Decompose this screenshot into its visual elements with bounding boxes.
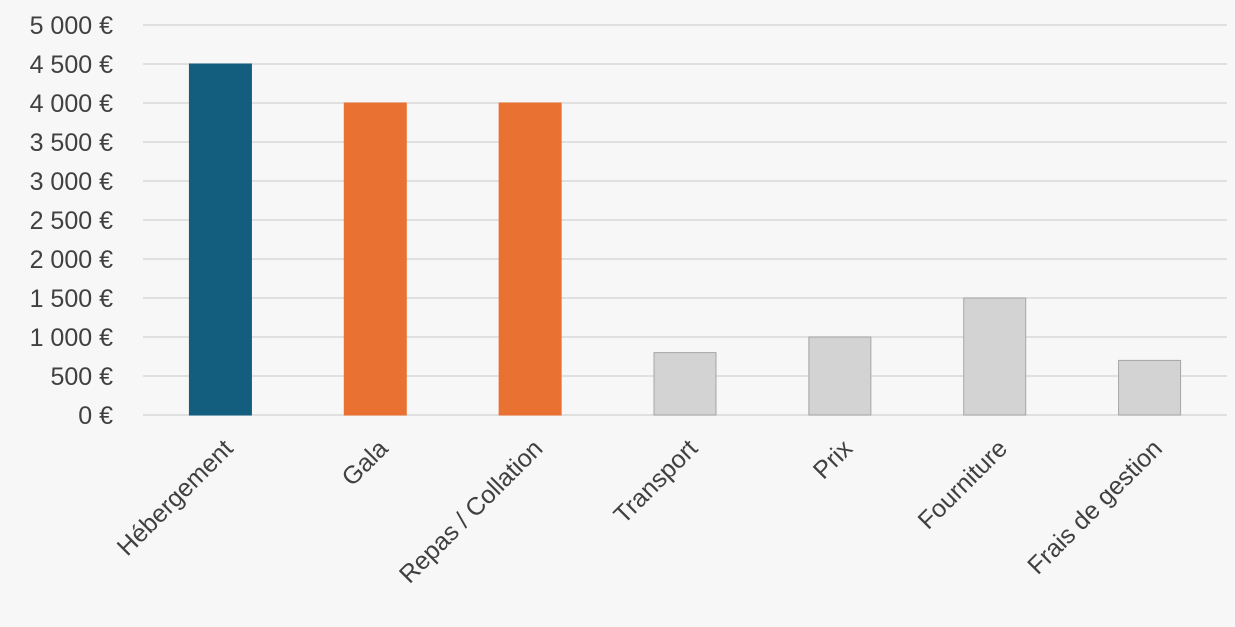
x-category-label: Prix <box>808 434 859 485</box>
y-tick-label: 3 500 € <box>30 129 114 157</box>
x-category-label: Gala <box>336 434 393 491</box>
y-tick-label: 500 € <box>50 363 113 391</box>
y-tick-label: 4 000 € <box>30 90 114 118</box>
y-tick-label: 5 000 € <box>30 12 114 40</box>
y-tick-label: 1 000 € <box>30 324 114 352</box>
y-tick-label: 4 500 € <box>30 51 114 79</box>
x-category-label: Hébergement <box>112 434 239 561</box>
x-category-label: Transport <box>608 434 703 529</box>
bars <box>188 63 1182 416</box>
y-tick-label: 3 000 € <box>30 168 114 196</box>
x-category-label: Frais de gestion <box>1022 434 1168 580</box>
x-category-label: Repas / Collation <box>394 434 548 588</box>
gridlines <box>143 24 1227 416</box>
x-category-label: Fourniture <box>913 434 1013 534</box>
bar <box>343 102 407 416</box>
bar <box>653 352 717 416</box>
bar <box>1118 359 1182 416</box>
y-tick-label: 2 000 € <box>30 246 114 274</box>
y-axis-tick-labels: 0 € 500 € 1 000 € 1 500 € 2 000 € 2 500 € 3 00… <box>30 12 114 430</box>
bar <box>188 63 252 416</box>
bar <box>498 102 562 416</box>
x-axis-category-labels: Hébergement Gala Repas / Collation Transpor… <box>112 434 1168 589</box>
y-tick-label: 0 € <box>78 402 113 430</box>
bar <box>963 297 1027 416</box>
y-tick-label: 1 500 € <box>30 285 114 313</box>
y-tick-label: 2 500 € <box>30 207 114 235</box>
bar <box>808 336 872 416</box>
